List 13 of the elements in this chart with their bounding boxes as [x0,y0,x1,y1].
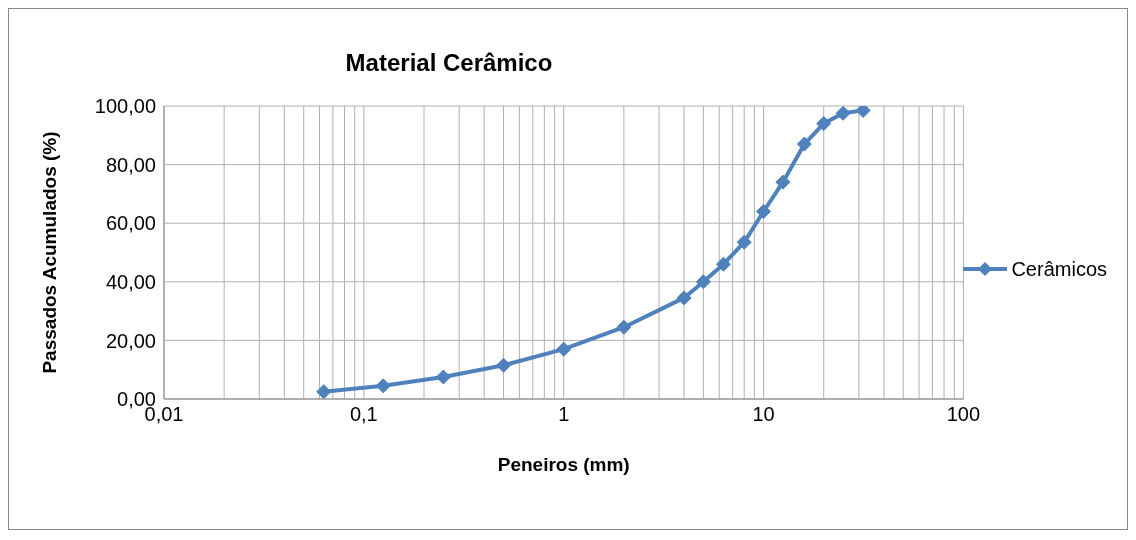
x-tick-label: 1 [558,403,570,426]
y-axis-title: Passados Acumulados (%) [38,131,60,374]
y-tick-label: 20,00 [105,329,156,352]
x-tick-label: 0,1 [349,403,378,426]
y-tick-label: 40,00 [105,270,156,293]
y-tick-label: 60,00 [105,212,156,235]
y-tick-label: 100,00 [94,95,156,118]
y-tick-label: 80,00 [105,153,156,176]
chart-title: Material Cerâmico [344,49,554,77]
x-tick-label: 100 [946,403,981,426]
x-tick-label: 10 [752,403,775,426]
legend-label: Cerâmicos [1011,257,1107,281]
x-axis-title: Peneiros (mm) [497,454,630,475]
